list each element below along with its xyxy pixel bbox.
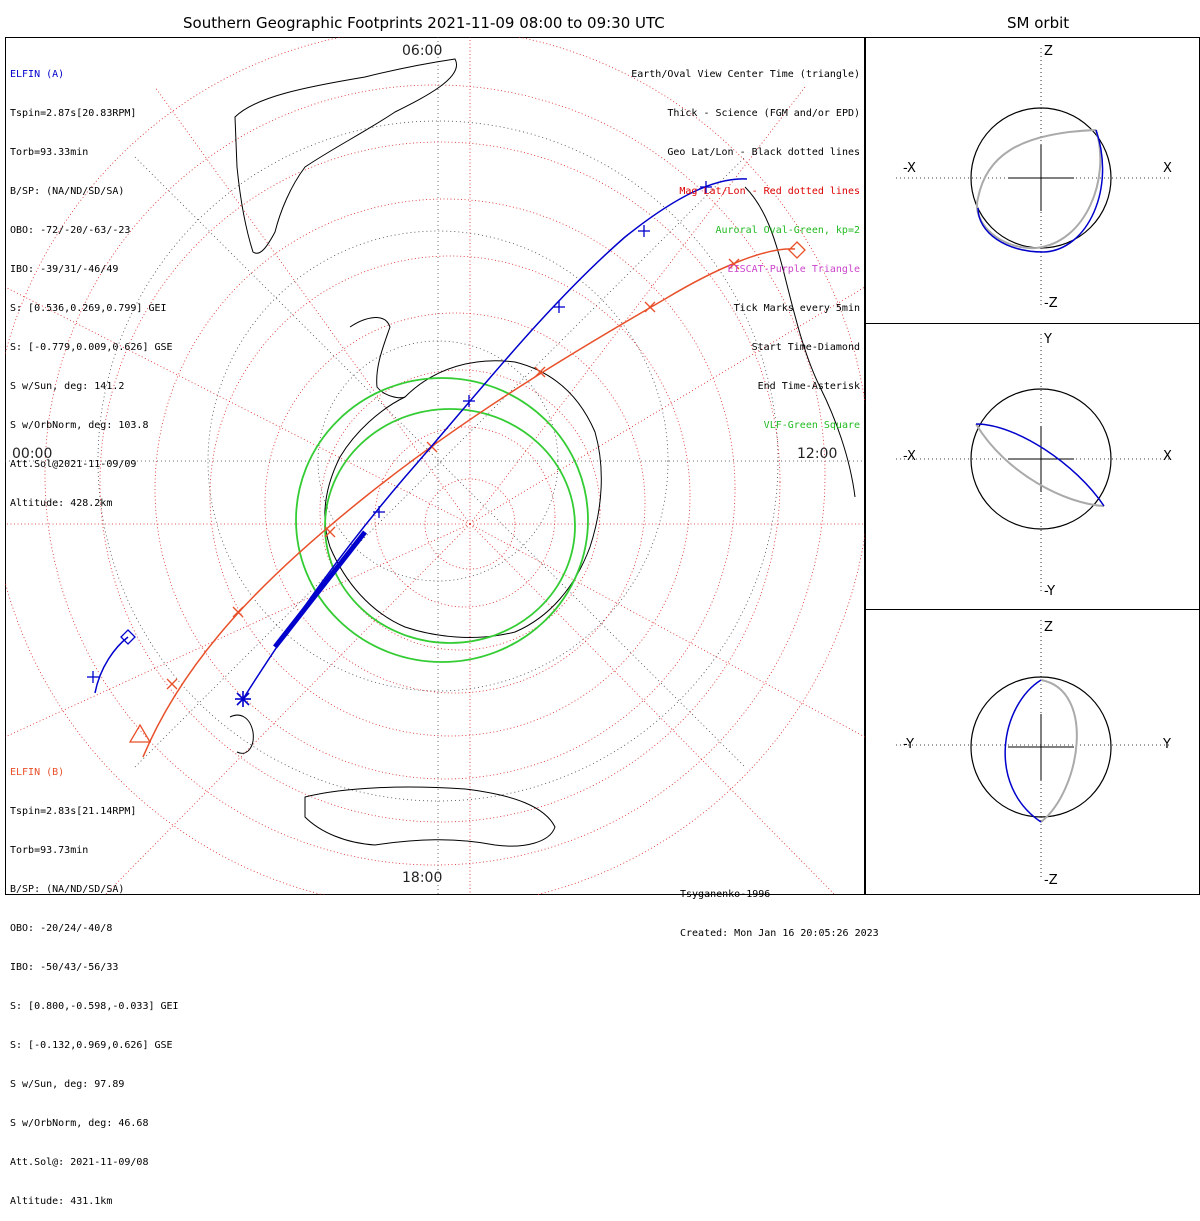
time-label-bottom: 18:00 [402, 870, 443, 886]
elfin-b-line: IBO: -50/43/-56/33 [10, 962, 119, 973]
footer-created: Created: Mon Jan 16 20:05:26 2023 [680, 928, 879, 939]
elfin-a-line: S: [0.536,0.269,0.799] GEI [10, 303, 167, 314]
panel2-right-label: X [1163, 449, 1172, 464]
panel1-left-label: -X [903, 161, 916, 176]
elfin-a-name: ELFIN (A) [10, 69, 65, 80]
elfin-b-line: S w/Sun, deg: 97.89 [10, 1079, 125, 1090]
southern-footprint-map [5, 37, 865, 895]
panel3-left-label: -Y [903, 737, 915, 752]
elfin-a-line: B/SP: (NA/ND/SD/SA) [10, 186, 125, 197]
elfin-a-line: Tspin=2.87s[20.83RPM] [10, 108, 137, 119]
elfin-b-info: ELFIN (B) Tspin=2.83s[21.14RPM] Torb=93.… [10, 740, 179, 1221]
orbit-panel-xz [866, 48, 1199, 324]
elfin-a-line: S w/OrbNorm, deg: 103.8 [10, 420, 149, 431]
elfin-a-track [87, 178, 748, 707]
elfin-a-line: Altitude: 428.2km [10, 498, 113, 509]
elfin-b-line: Altitude: 431.1km [10, 1196, 113, 1207]
elfin-b-line: S: [-0.132,0.969,0.626] GSE [10, 1040, 173, 1051]
elfin-b-line: Torb=93.73min [10, 845, 89, 856]
mag-grid [5, 37, 865, 895]
panel1-bottom-label: -Z [1044, 296, 1058, 311]
elfin-a-line: OBO: -72/-20/-63/-23 [10, 225, 131, 236]
main-title: Southern Geographic Footprints 2021-11-0… [183, 14, 665, 32]
geo-grid [5, 37, 865, 895]
legend-item: EISCAT-Purple Triangle [727, 264, 860, 275]
panel3-bottom-label: -Z [1044, 873, 1058, 888]
panel1-right-label: X [1163, 161, 1172, 176]
legend-item: End Time-Asterisk [757, 381, 860, 392]
elfin-a-line: IBO: -39/31/-46/49 [10, 264, 119, 275]
elfin-a-line: Att.Sol@2021-11-09/09 [10, 459, 137, 470]
elfin-b-line: Att.Sol@: 2021-11-09/08 [10, 1157, 149, 1168]
elfin-b-track [128, 241, 806, 758]
time-label-top: 06:00 [402, 43, 443, 59]
elfin-b-line: S w/OrbNorm, deg: 46.68 [10, 1118, 149, 1129]
legend-item: VLF-Green Square [763, 420, 860, 431]
footer-model: Tsyganenko-1996 [680, 889, 771, 900]
orbit-panel-xy [866, 334, 1199, 610]
elfin-b-line: Tspin=2.83s[21.14RPM] [10, 806, 137, 817]
panel3-top-label: Z [1044, 620, 1053, 635]
legend-item: Tick Marks every 5min [733, 303, 860, 314]
panel3-right-label: Y [1163, 737, 1171, 752]
elfin-a-line: Torb=93.33min [10, 147, 89, 158]
map-legend: Earth/Oval View Center Time (triangle) T… [631, 42, 860, 445]
panel2-top-label: Y [1044, 332, 1052, 347]
elfin-b-line: OBO: -20/24/-40/8 [10, 923, 113, 934]
elfin-b-name: ELFIN (B) [10, 767, 65, 778]
elfin-b-line: S: [0.800,-0.598,-0.033] GEI [10, 1001, 179, 1012]
legend-item: Geo Lat/Lon - Black dotted lines [667, 147, 860, 158]
legend-item: Mag Lat/Lon - Red dotted lines [679, 186, 860, 197]
legend-item: Auroral Oval-Green, kp=2 [715, 225, 861, 236]
panel2-bottom-label: -Y [1044, 584, 1056, 599]
orbit-panel-yz [896, 620, 1171, 880]
time-label-right: 12:00 [797, 446, 838, 462]
map-frame [5, 37, 865, 895]
panel2-left-label: -X [903, 449, 916, 464]
time-label-left: 00:00 [12, 446, 53, 462]
elfin-a-info: ELFIN (A) Tspin=2.87s[20.83RPM] Torb=93.… [10, 42, 173, 523]
legend-item: Thick - Science (FGM and/or EPD) [667, 108, 860, 119]
orbit-title: SM orbit [1007, 14, 1070, 32]
legend-item: Earth/Oval View Center Time (triangle) [631, 69, 860, 80]
panel1-top-label: Z [1044, 44, 1053, 59]
legend-item: Start Time-Diamond [751, 342, 860, 353]
elfin-b-line: B/SP: (NA/ND/SD/SA) [10, 884, 125, 895]
auroral-oval [295, 377, 589, 663]
elfin-a-line: S w/Sun, deg: 141.2 [10, 381, 125, 392]
elfin-a-line: S: [-0.779,0.009,0.626] GSE [10, 342, 173, 353]
footer: Tsyganenko-1996 Created: Mon Jan 16 20:0… [680, 862, 879, 953]
